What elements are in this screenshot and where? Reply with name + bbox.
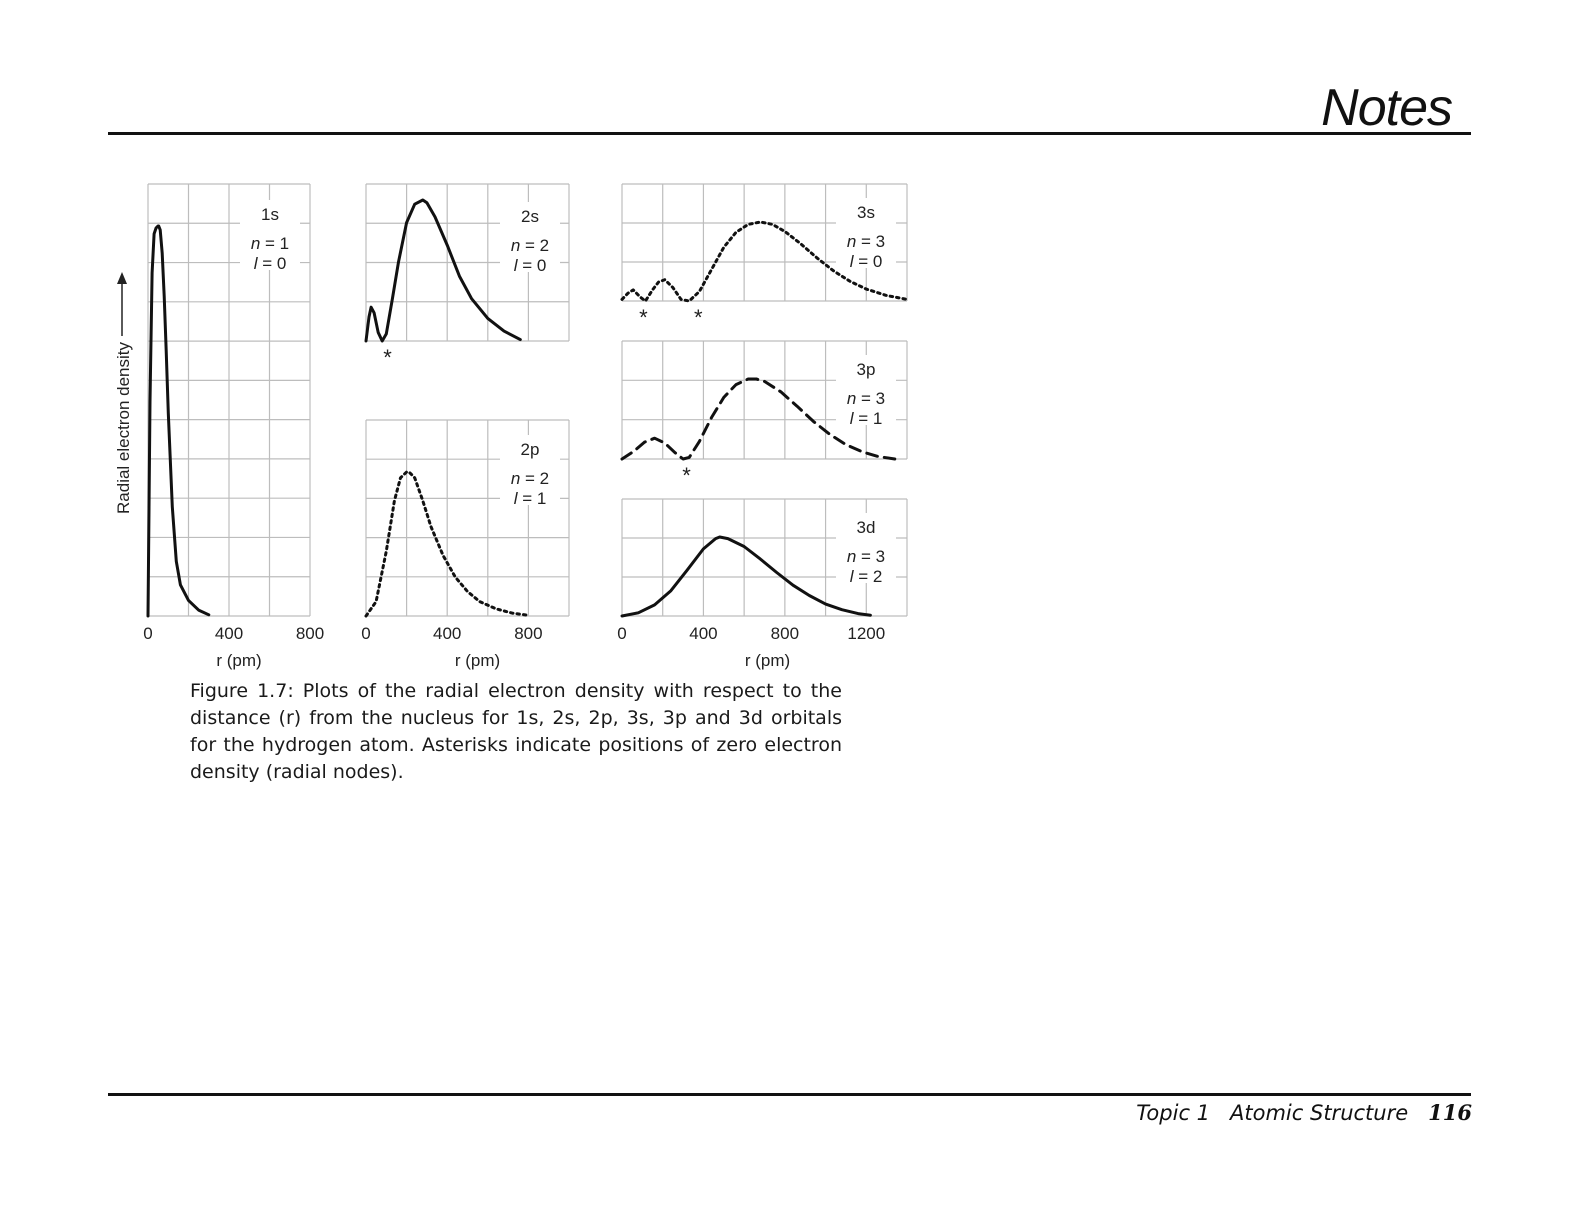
quantum-n-label: n = 3: [847, 232, 885, 251]
x-axis-label: r (pm): [216, 651, 261, 670]
x-axis-label: r (pm): [455, 651, 500, 670]
x-tick-label: 400: [215, 624, 243, 643]
quantum-n-label: n = 1: [251, 234, 289, 253]
label-box: [836, 355, 896, 425]
page-number: 116: [1428, 1100, 1472, 1125]
curve-2s: [364, 198, 522, 343]
label-box: [836, 513, 896, 583]
node-asterisk: *: [682, 463, 691, 488]
x-tick-label: 400: [689, 624, 717, 643]
header-rule: [108, 132, 1471, 135]
orbital-label: 3p: [857, 360, 876, 379]
node-asterisk: *: [639, 305, 648, 330]
node-asterisk: *: [383, 345, 392, 370]
curve-3d: [620, 535, 872, 618]
orbital-label: 3d: [857, 518, 876, 537]
y-axis-arrow-head: [117, 272, 127, 284]
orbital-label: 2p: [521, 440, 540, 459]
x-tick-label: 800: [771, 624, 799, 643]
y-axis-label: Radial electron density: [114, 342, 133, 514]
x-tick-label: 0: [143, 624, 152, 643]
quantum-l-label: l = 0: [850, 252, 883, 271]
chart-panel-2s: [364, 183, 570, 343]
quantum-l-label: l = 1: [514, 489, 547, 508]
quantum-l-label: l = 1: [850, 409, 883, 428]
x-tick-label: 800: [514, 624, 542, 643]
x-tick-label: 0: [617, 624, 626, 643]
x-tick-label: 800: [296, 624, 324, 643]
orbital-label: 2s: [521, 207, 539, 226]
footer-section: Atomic Structure: [1230, 1101, 1409, 1125]
footer-topic: Topic 1: [1136, 1101, 1211, 1125]
curve-3s: [620, 220, 909, 303]
orbital-label: 1s: [261, 205, 279, 224]
chart-panel-2p: [364, 419, 570, 618]
quantum-n-label: n = 2: [511, 236, 549, 255]
curve-1s: [146, 224, 211, 618]
chart-panel-1s: [146, 183, 311, 618]
curve-3p: [620, 377, 897, 461]
quantum-n-label: n = 2: [511, 469, 549, 488]
curve-2p: [364, 470, 530, 618]
label-box: [240, 200, 300, 270]
page-footer: Topic 1 Atomic Structure 116: [1136, 1100, 1472, 1125]
label-box: [836, 198, 896, 268]
label-box: [500, 435, 560, 505]
orbital-label: 3s: [857, 203, 875, 222]
label-box: [500, 202, 560, 272]
quantum-l-label: l = 0: [514, 256, 547, 275]
chart-panel-3s: [620, 183, 909, 303]
x-tick-label: 1200: [847, 624, 885, 643]
quantum-l-label: l = 0: [254, 254, 287, 273]
figure-caption: Figure 1.7: Plots of the radial electron…: [190, 680, 842, 783]
chart-panel-3d: [620, 498, 908, 618]
page-title: Notes: [1321, 79, 1453, 137]
x-tick-label: 0: [361, 624, 370, 643]
footer-rule: [108, 1093, 1471, 1096]
quantum-n-label: n = 3: [847, 389, 885, 408]
x-tick-label: 400: [433, 624, 461, 643]
node-asterisk: *: [694, 305, 703, 330]
quantum-n-label: n = 3: [847, 547, 885, 566]
quantum-l-label: l = 2: [850, 567, 883, 586]
x-axis-label: r (pm): [745, 651, 790, 670]
chart-panel-3p: [620, 340, 908, 461]
